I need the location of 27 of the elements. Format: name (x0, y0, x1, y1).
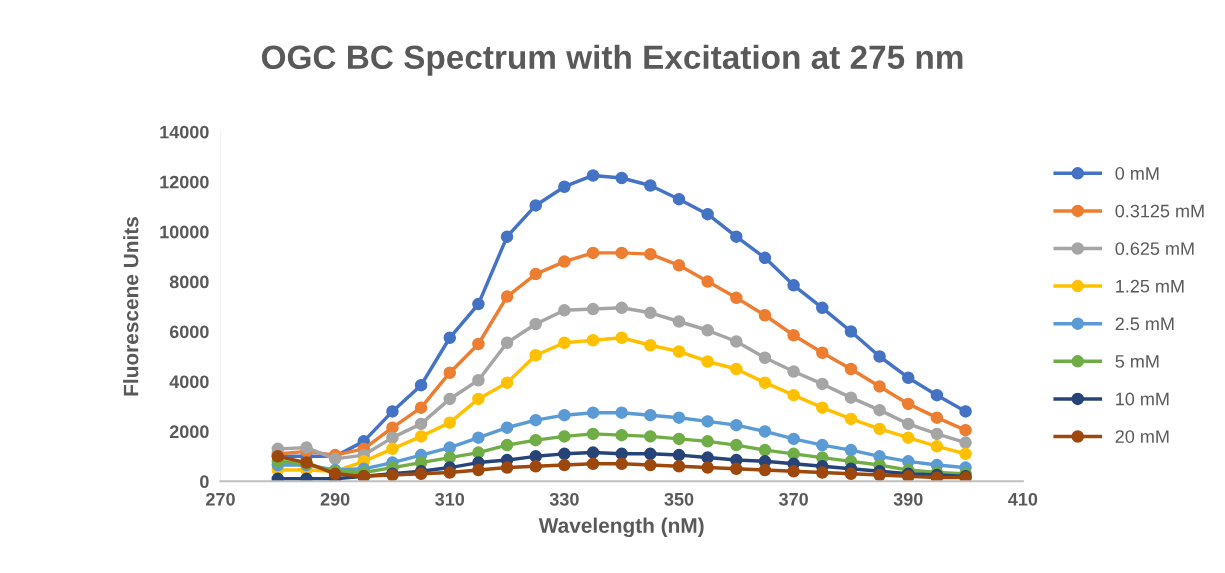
legend-label: 10 mM (1116, 392, 1169, 406)
legend-label: 0 mM (1115, 167, 1159, 180)
legend-label: 5 mM (1115, 355, 1159, 368)
y-tick-label: 0 (200, 475, 209, 489)
x-axis-title: Wavelength (nM) (538, 517, 704, 538)
x-tick-label: 310 (435, 492, 465, 506)
y-axis-title: Fluorescene Units (123, 217, 139, 396)
x-tick-label: 290 (320, 492, 350, 506)
legend-label: 0.625 mM (1115, 242, 1194, 256)
legend-label: 20 mM (1115, 430, 1169, 443)
x-tick-label: 330 (549, 492, 579, 506)
y-tick-label: 8000 (169, 275, 209, 289)
y-tick-label: 14000 (160, 125, 209, 139)
x-tick-label: 390 (893, 492, 923, 506)
x-tick-label: 350 (664, 492, 694, 506)
x-tick-label: 410 (1008, 492, 1038, 506)
y-tick-label: 4000 (169, 375, 209, 389)
legend-label: 1.25 mM (1116, 279, 1184, 293)
legend-label: 2.5 mM (1115, 317, 1174, 331)
x-tick-label: 270 (206, 492, 235, 506)
y-tick-label: 2000 (169, 425, 209, 439)
y-tick-label: 10000 (160, 225, 209, 239)
x-tick-label: 370 (778, 492, 808, 506)
y-tick-label: 6000 (169, 325, 209, 339)
legend-label: 0.3125 mM (1115, 204, 1204, 218)
chart-title: OGC BC Spectrum with Excitation at 275 nm (261, 44, 963, 76)
y-tick-label: 12000 (160, 175, 209, 189)
